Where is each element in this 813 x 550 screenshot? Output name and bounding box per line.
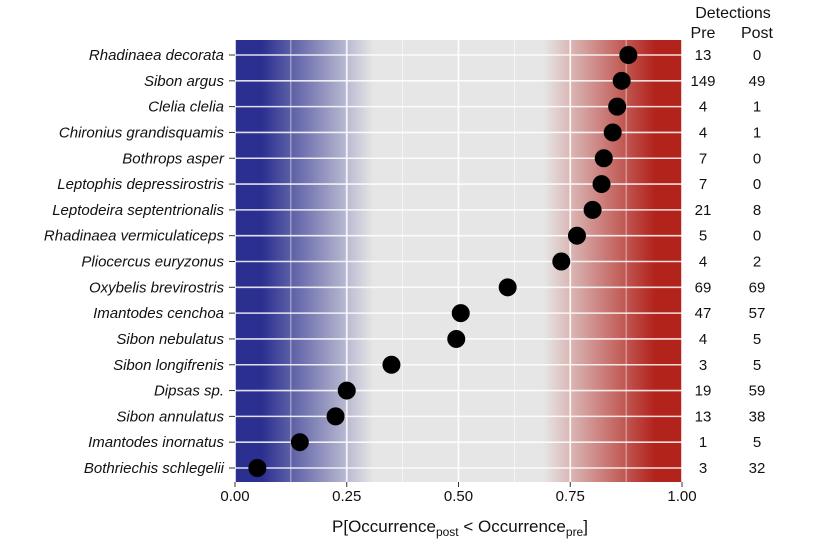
post-count: 5 [753, 357, 761, 374]
species-label: Bothriechis schlegelii [84, 460, 225, 477]
pre-count: 13 [695, 47, 712, 64]
post-count: 32 [749, 460, 766, 477]
species-label: Leptophis depressirostris [57, 176, 224, 193]
pre-count: 4 [699, 99, 707, 116]
data-point [290, 433, 309, 452]
species-label: Imantodes inornatus [88, 434, 224, 451]
post-count: 1 [753, 124, 761, 141]
post-header: Post [741, 25, 774, 42]
data-points [248, 46, 638, 477]
post-count: 5 [753, 331, 761, 348]
species-label: Pliocercus euryzonus [81, 254, 224, 271]
x-tick-label: 0.00 [220, 488, 249, 505]
species-label: Rhadinaea vermiculaticeps [44, 228, 225, 245]
post-count: 69 [749, 279, 766, 296]
species-label: Bothrops asper [122, 150, 225, 167]
data-point [567, 226, 586, 245]
x-tick-label: 0.50 [444, 488, 473, 505]
data-point [612, 71, 631, 90]
species-label: Rhadinaea decorata [89, 47, 224, 64]
pre-count: 69 [695, 279, 712, 296]
pre-count: 3 [699, 460, 707, 477]
post-count: 1 [753, 99, 761, 116]
data-point [248, 459, 267, 477]
pre-count: 5 [699, 228, 707, 245]
post-count: 38 [749, 408, 766, 425]
pre-count: 19 [695, 383, 712, 400]
pre-count: 21 [695, 202, 712, 219]
post-count: 59 [749, 383, 766, 400]
pre-count: 13 [695, 408, 712, 425]
detections-header: Detections [695, 5, 771, 22]
species-label: Oxybelis brevirostris [89, 279, 225, 296]
data-point [552, 252, 571, 271]
species-label: Clelia clelia [148, 99, 224, 116]
species-label: Sibon annulatus [116, 408, 224, 425]
species-label: Sibon longifrenis [113, 357, 224, 374]
species-label: Sibon nebulatus [116, 331, 224, 348]
data-point [583, 200, 602, 219]
data-point [326, 407, 345, 426]
species-label: Sibon argus [144, 73, 225, 90]
pre-count: 4 [699, 254, 707, 271]
species-labels: Rhadinaea decorata Sibon argus Clelia clel… [44, 47, 235, 477]
pre-count: 47 [695, 305, 712, 322]
grid-lines [234, 40, 683, 482]
post-count: 2 [753, 254, 761, 271]
post-count: 0 [753, 150, 761, 167]
data-point [382, 355, 401, 374]
species-label: Chironius grandisquamis [59, 124, 225, 141]
data-point [451, 304, 470, 323]
data-point [337, 381, 356, 400]
pre-count: 7 [699, 176, 707, 193]
data-point [619, 46, 638, 64]
pre-count: 7 [699, 150, 707, 167]
x-tick-label: 0.25 [332, 488, 361, 505]
pre-count: 1 [699, 434, 707, 451]
x-tick-label: 1.00 [667, 488, 696, 505]
post-count: 8 [753, 202, 761, 219]
x-axis-ticks: 0.00 0.25 0.50 0.75 1.00 [220, 482, 697, 505]
data-point [498, 278, 517, 297]
data-point [603, 123, 622, 142]
species-label: Leptodeira septentrionalis [52, 202, 224, 219]
pre-count: 4 [699, 331, 707, 348]
post-count: 49 [749, 73, 766, 90]
post-count: 5 [753, 434, 761, 451]
post-count: 0 [753, 228, 761, 245]
x-tick-label: 0.75 [556, 488, 585, 505]
pre-header: Pre [691, 25, 716, 42]
data-point [592, 175, 611, 194]
x-axis-label: P[Occurrencepost < Occurrencepre] [332, 517, 588, 539]
data-point [447, 329, 466, 348]
data-point [594, 149, 613, 168]
species-label: Imantodes cenchoa [93, 305, 224, 322]
species-label: Dipsas sp. [154, 383, 224, 400]
pre-count: 3 [699, 357, 707, 374]
data-point [608, 97, 627, 116]
pre-count: 149 [690, 73, 715, 90]
post-count: 57 [749, 305, 766, 322]
post-count: 0 [753, 176, 761, 193]
post-count: 0 [753, 47, 761, 64]
pre-count: 4 [699, 124, 707, 141]
